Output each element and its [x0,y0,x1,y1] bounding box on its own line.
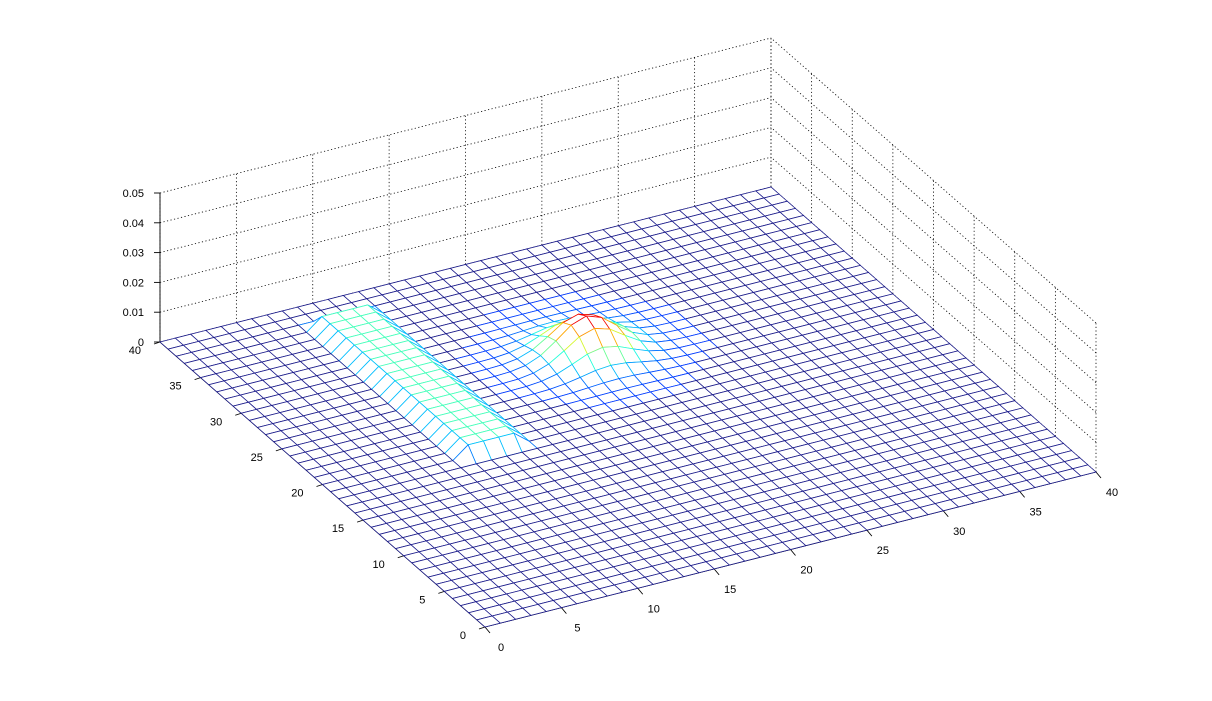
y-tick-label: 30 [210,416,222,428]
x-tick-mark [942,510,949,518]
y-tick-label: 40 [129,345,141,357]
y-tick-mark [275,448,283,452]
surface-mesh [159,186,1097,628]
x-tick-mark [637,587,644,595]
z-tick-label: 0.03 [123,248,144,260]
z-tick-label: 0.05 [123,188,144,200]
y-tick-label: 10 [373,559,385,571]
z-tick-label: 0.01 [123,307,144,319]
back-wall-grid-line [159,67,772,224]
y-tick-mark [316,484,323,487]
x-tick-mark [713,568,720,576]
x-tick-label: 30 [953,526,965,538]
x-tick-mark [866,529,873,537]
z-tick-label: 0.04 [123,218,144,230]
x-tick-mark [1019,491,1025,498]
side-wall-grid-line [770,37,1097,324]
side-wall-grid-line [770,127,1097,413]
x-tick-label: 10 [648,603,660,615]
side-wall-grid-line [770,67,1097,354]
back-wall-grid-line [159,127,772,283]
y-tick-label: 20 [291,488,303,500]
back-wall-grid-line [159,37,772,194]
x-tick-mark [484,626,491,634]
y-tick-label: 5 [419,594,425,606]
x-tick-label: 15 [724,584,736,596]
y-tick-label: 25 [251,452,263,464]
back-wall-grid-line [159,156,772,313]
x-tick-mark [561,607,567,614]
x-tick-mark [1095,471,1102,479]
z-tick-label: 0.02 [123,277,144,289]
y-tick-mark [194,377,201,381]
side-wall-grid-line [770,156,1097,443]
x-tick-label: 0 [498,642,504,654]
y-tick-mark [438,590,445,594]
mesh-cell [476,615,502,628]
x-tick-label: 20 [800,565,812,577]
y-tick-mark [397,555,404,559]
x-tick-label: 35 [1030,506,1042,518]
back-wall-grid-line [159,97,772,253]
z-tick-label: 0 [138,337,144,349]
x-tick-mark [790,549,796,556]
y-tick-mark [478,626,486,630]
x-tick-label: 25 [877,545,889,557]
y-tick-mark [356,519,364,523]
y-tick-label: 35 [169,381,181,393]
x-tick-label: 5 [574,623,580,635]
side-wall-grid-line [770,97,1097,383]
y-tick-label: 0 [460,630,466,642]
y-tick-label: 15 [332,523,344,535]
y-tick-mark [235,412,242,416]
x-tick-label: 40 [1106,487,1118,499]
tick-labels: 0510152025303540051015202530354000.010.0… [123,188,1119,654]
